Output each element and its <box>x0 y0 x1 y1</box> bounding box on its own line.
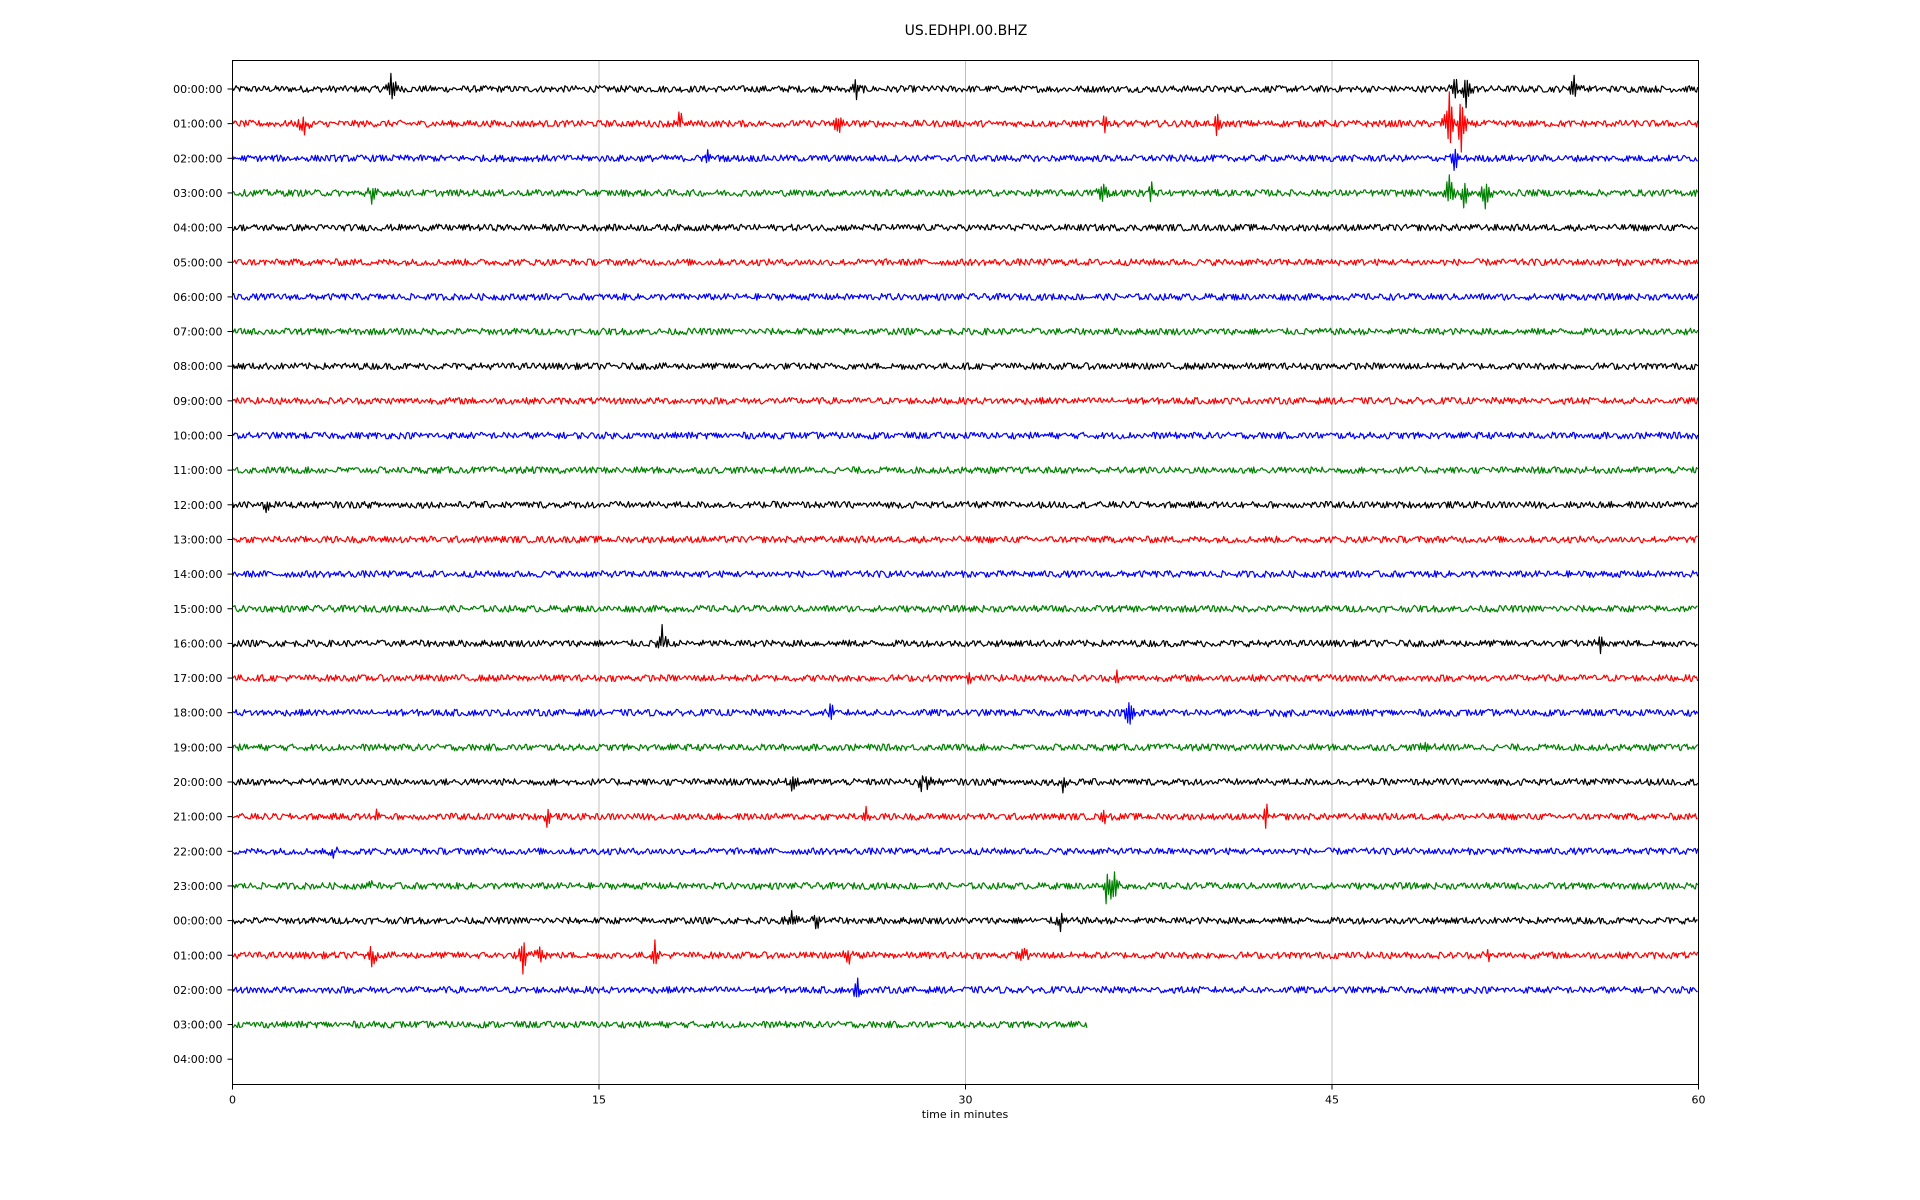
seismic-trace-23 <box>232 871 1699 905</box>
row-time-label: 17:00:00 <box>173 672 222 685</box>
x-tick-label: 15 <box>592 1094 606 1107</box>
seismic-trace-5 <box>232 258 1699 267</box>
chart-title: US.EDHPI.00.BHZ <box>905 23 1028 39</box>
seismic-trace-18 <box>232 702 1699 725</box>
plot-frame <box>232 60 1699 1085</box>
row-time-label: 20:00:00 <box>173 776 222 789</box>
seismic-trace-12 <box>231 500 1699 514</box>
trace-group <box>231 72 1699 1029</box>
row-labels: 00:00:00 01:00:00 02:00:00 03:00:00 04:00:00… <box>173 83 233 1066</box>
row-time-label: 19:00:00 <box>173 741 222 754</box>
row-time-label: 04:00:00 <box>173 222 222 235</box>
row-time-label: 00:00:00 <box>173 915 222 928</box>
row-time-label: 12:00:00 <box>173 499 222 512</box>
seismic-trace-16 <box>231 624 1698 655</box>
seismic-trace-13 <box>232 535 1698 544</box>
row-time-label: 22:00:00 <box>173 845 222 858</box>
seismic-trace-11 <box>232 466 1699 475</box>
row-time-label: 06:00:00 <box>173 291 222 304</box>
seismic-trace-25 <box>232 939 1699 975</box>
seismic-trace-19 <box>231 741 1699 753</box>
row-time-label: 04:00:00 <box>173 1053 222 1066</box>
seismic-trace-24 <box>232 910 1698 933</box>
row-time-label: 02:00:00 <box>173 984 222 997</box>
row-time-label: 14:00:00 <box>173 568 222 581</box>
x-tick-label: 60 <box>1692 1094 1706 1107</box>
seismic-trace-14 <box>231 570 1699 578</box>
seismic-trace-9 <box>232 396 1699 405</box>
seismic-trace-17 <box>232 669 1699 685</box>
seismic-trace-0 <box>231 72 1699 109</box>
row-time-label: 05:00:00 <box>173 256 222 269</box>
row-time-label: 18:00:00 <box>173 707 222 720</box>
seismic-trace-27 <box>232 1020 1088 1029</box>
seismic-trace-15 <box>232 604 1698 613</box>
row-time-label: 23:00:00 <box>173 880 222 893</box>
row-time-label: 16:00:00 <box>173 637 222 650</box>
row-time-label: 21:00:00 <box>173 811 222 824</box>
seismic-trace-3 <box>232 174 1699 210</box>
row-time-label: 03:00:00 <box>173 187 222 200</box>
row-time-label: 00:00:00 <box>173 83 222 96</box>
x-axis-ticks: 0 15 30 45 60 <box>229 1084 1706 1107</box>
seismic-trace-22 <box>232 846 1699 859</box>
seismic-trace-7 <box>231 327 1699 336</box>
seismic-trace-6 <box>232 292 1699 301</box>
seismic-trace-26 <box>231 977 1698 998</box>
x-axis-label: time in minutes <box>922 1108 1009 1121</box>
row-time-label: 01:00:00 <box>173 118 222 131</box>
row-time-label: 09:00:00 <box>173 395 222 408</box>
x-tick-label: 30 <box>959 1094 973 1107</box>
row-time-label: 08:00:00 <box>173 360 222 373</box>
seismic-trace-20 <box>232 775 1699 794</box>
row-time-label: 13:00:00 <box>173 533 222 546</box>
x-tick-label: 45 <box>1325 1094 1339 1107</box>
seismic-trace-10 <box>232 431 1699 440</box>
seismic-trace-4 <box>232 223 1699 232</box>
row-time-label: 11:00:00 <box>173 464 222 477</box>
seismic-trace-2 <box>231 148 1699 171</box>
row-time-label: 02:00:00 <box>173 152 222 165</box>
seismic-trace-8 <box>231 362 1699 371</box>
seismic-trace-21 <box>232 803 1698 829</box>
row-time-label: 01:00:00 <box>173 949 222 962</box>
x-tick-label: 0 <box>229 1094 236 1107</box>
row-time-label: 15:00:00 <box>173 603 222 616</box>
seismic-trace-1 <box>231 91 1699 153</box>
row-time-label: 07:00:00 <box>173 326 222 339</box>
row-time-label: 03:00:00 <box>173 1019 222 1032</box>
row-time-label: 10:00:00 <box>173 430 222 443</box>
